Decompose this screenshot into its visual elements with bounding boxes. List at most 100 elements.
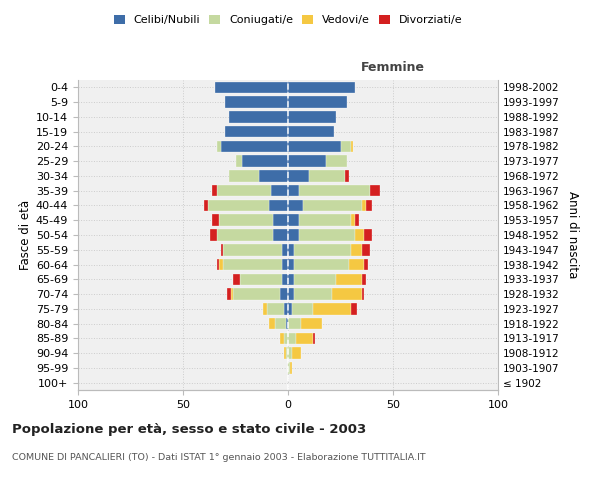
Bar bbox=[288, 362, 290, 374]
Bar bbox=[218, 259, 223, 270]
Bar bbox=[210, 229, 217, 241]
Bar bbox=[280, 332, 284, 344]
Bar bbox=[295, 288, 332, 300]
Bar bbox=[282, 244, 288, 256]
Bar bbox=[309, 170, 344, 181]
Bar bbox=[217, 140, 221, 152]
Bar bbox=[288, 214, 299, 226]
Bar bbox=[229, 170, 259, 181]
Bar bbox=[288, 303, 292, 314]
Bar bbox=[212, 185, 217, 196]
Bar bbox=[341, 140, 351, 152]
Bar bbox=[225, 96, 288, 108]
Bar bbox=[284, 303, 288, 314]
Bar bbox=[223, 244, 282, 256]
Text: Femmine: Femmine bbox=[361, 61, 425, 74]
Bar bbox=[227, 288, 232, 300]
Bar bbox=[301, 318, 322, 330]
Bar bbox=[361, 244, 370, 256]
Bar bbox=[288, 259, 295, 270]
Bar bbox=[366, 200, 372, 211]
Bar bbox=[288, 332, 296, 344]
Bar bbox=[269, 200, 288, 211]
Bar bbox=[288, 229, 299, 241]
Bar bbox=[282, 259, 288, 270]
Bar bbox=[271, 185, 288, 196]
Bar bbox=[286, 348, 288, 359]
Bar bbox=[288, 156, 326, 167]
Bar bbox=[233, 274, 240, 285]
Bar bbox=[274, 214, 288, 226]
Bar bbox=[351, 244, 361, 256]
Bar bbox=[233, 288, 280, 300]
Bar bbox=[275, 318, 286, 330]
Bar bbox=[288, 200, 303, 211]
Bar bbox=[229, 111, 288, 122]
Bar bbox=[217, 259, 218, 270]
Bar bbox=[284, 332, 288, 344]
Bar bbox=[288, 170, 309, 181]
Bar bbox=[288, 318, 301, 330]
Bar bbox=[361, 274, 366, 285]
Bar bbox=[292, 348, 301, 359]
Bar bbox=[288, 126, 334, 138]
Bar bbox=[232, 288, 233, 300]
Bar bbox=[370, 185, 380, 196]
Legend: Celibi/Nubili, Coniugati/e, Vedovi/e, Divorziati/e: Celibi/Nubili, Coniugati/e, Vedovi/e, Di… bbox=[109, 10, 467, 30]
Bar bbox=[288, 185, 299, 196]
Bar bbox=[326, 156, 347, 167]
Bar bbox=[296, 332, 313, 344]
Bar bbox=[351, 140, 353, 152]
Bar bbox=[288, 244, 295, 256]
Bar bbox=[242, 156, 288, 167]
Bar bbox=[269, 318, 275, 330]
Bar bbox=[290, 362, 292, 374]
Bar bbox=[204, 200, 208, 211]
Bar bbox=[223, 259, 282, 270]
Text: Popolazione per età, sesso e stato civile - 2003: Popolazione per età, sesso e stato civil… bbox=[12, 422, 366, 436]
Bar bbox=[288, 96, 347, 108]
Bar bbox=[332, 288, 361, 300]
Bar bbox=[299, 214, 351, 226]
Bar bbox=[355, 229, 364, 241]
Text: COMUNE DI PANCALIERI (TO) - Dati ISTAT 1° gennaio 2003 - Elaborazione TUTTITALIA: COMUNE DI PANCALIERI (TO) - Dati ISTAT 1… bbox=[12, 452, 425, 462]
Bar bbox=[208, 200, 269, 211]
Bar bbox=[221, 244, 223, 256]
Bar bbox=[361, 288, 364, 300]
Bar bbox=[240, 274, 282, 285]
Bar bbox=[364, 259, 368, 270]
Bar bbox=[295, 244, 351, 256]
Bar bbox=[225, 126, 288, 138]
Bar bbox=[263, 303, 267, 314]
Bar bbox=[295, 274, 337, 285]
Y-axis label: Anni di nascita: Anni di nascita bbox=[566, 192, 579, 278]
Bar bbox=[351, 303, 358, 314]
Bar bbox=[351, 214, 355, 226]
Bar bbox=[288, 348, 292, 359]
Bar bbox=[235, 156, 242, 167]
Bar bbox=[299, 229, 355, 241]
Bar bbox=[364, 229, 372, 241]
Bar bbox=[303, 200, 361, 211]
Bar bbox=[345, 170, 349, 181]
Bar bbox=[217, 185, 271, 196]
Bar bbox=[288, 82, 355, 93]
Bar bbox=[274, 229, 288, 241]
Y-axis label: Fasce di età: Fasce di età bbox=[19, 200, 32, 270]
Bar bbox=[221, 140, 288, 152]
Bar bbox=[282, 274, 288, 285]
Bar bbox=[299, 185, 370, 196]
Bar bbox=[349, 259, 364, 270]
Bar bbox=[218, 214, 274, 226]
Bar bbox=[259, 170, 288, 181]
Bar bbox=[288, 274, 295, 285]
Bar bbox=[361, 200, 366, 211]
Bar bbox=[215, 82, 288, 93]
Bar bbox=[313, 303, 351, 314]
Bar bbox=[288, 111, 337, 122]
Bar bbox=[280, 288, 288, 300]
Bar bbox=[295, 259, 349, 270]
Bar bbox=[292, 303, 313, 314]
Bar bbox=[286, 318, 288, 330]
Bar bbox=[337, 274, 361, 285]
